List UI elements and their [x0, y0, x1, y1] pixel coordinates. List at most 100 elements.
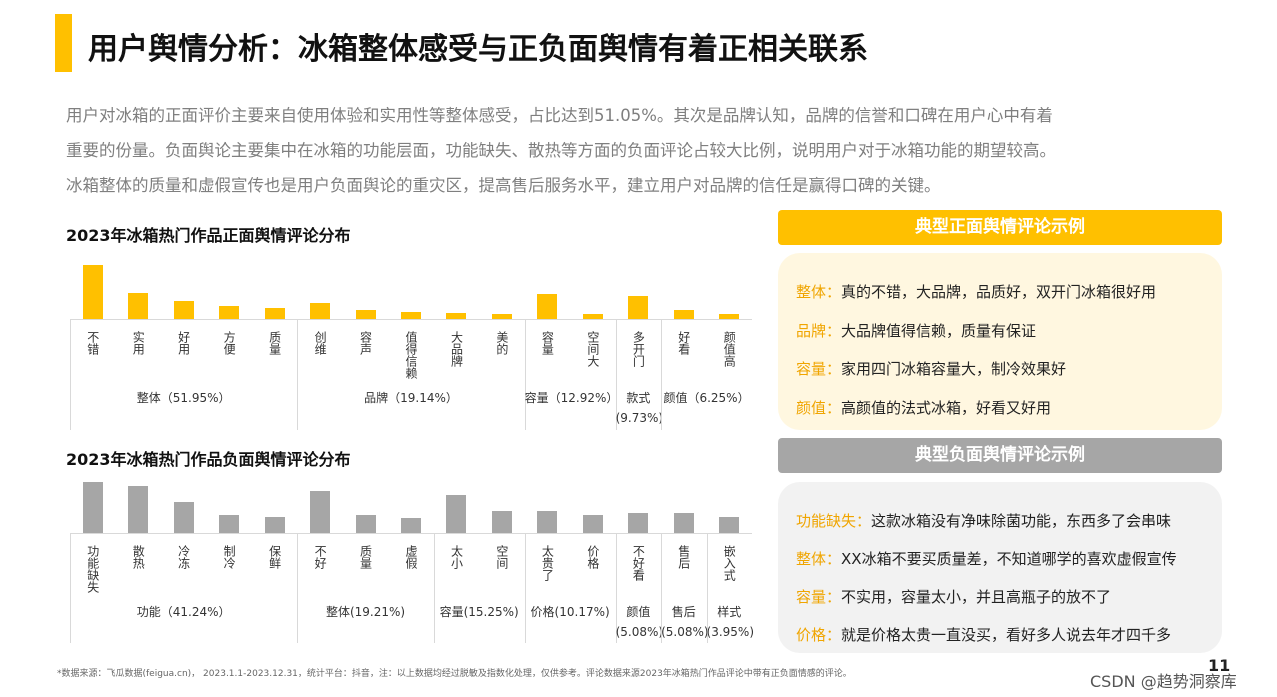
group-label: 款式	[626, 391, 651, 405]
chart-title: 2023年冰箱热门作品负面舆情评论分布	[66, 450, 351, 469]
category-label: 不好看	[631, 545, 646, 581]
example-key: 容量：	[796, 588, 842, 606]
group-divider	[297, 533, 299, 643]
category-label: 实用	[131, 331, 146, 355]
example-item: 价格：就是价格太贵一直没买，看好多人说去年才四千多	[796, 624, 1171, 645]
category-label: 好用	[176, 331, 191, 355]
bar	[719, 517, 740, 533]
category-label: 不好	[313, 545, 328, 569]
group-divider	[524, 319, 526, 430]
group-divider	[70, 533, 71, 643]
bar	[310, 491, 331, 533]
group-label: 颜值（6.25%）	[663, 391, 750, 405]
example-header: 典型正面舆情评论示例	[778, 210, 1222, 245]
bar	[82, 265, 103, 319]
example-key: 整体：	[796, 283, 842, 301]
example-key: 整体：	[796, 550, 842, 568]
category-label: 大品牌	[449, 331, 464, 367]
example-text: 不实用，容量太小，并且高瓶子的放不了	[841, 588, 1112, 606]
bar	[128, 293, 149, 319]
bar	[401, 518, 421, 533]
summary-line: 重要的份量。负面舆论主要集中在冰箱的功能层面，功能缺失、散热等方面的负面评论占较…	[66, 141, 1056, 160]
category-label: 方便	[222, 331, 237, 355]
bar	[673, 310, 694, 319]
group-divider	[706, 533, 708, 643]
group-divider	[661, 533, 663, 643]
group-divider	[524, 533, 526, 643]
example-text: 真的不错，大品牌，品质好，双开门冰箱很好用	[841, 283, 1157, 301]
category-label: 容声	[358, 331, 373, 355]
summary-line: 用户对冰箱的正面评价主要来自使用体验和实用性等整体感受，占比达到51.05%。其…	[66, 106, 1053, 125]
bar	[491, 511, 512, 533]
category-label: 散热	[131, 545, 146, 569]
example-key: 容量：	[796, 360, 842, 379]
category-label: 功能缺失	[85, 545, 100, 593]
example-item: 品牌：大品牌值得信赖，质量有保证	[796, 320, 1036, 341]
group-label: 样式	[717, 605, 742, 619]
title-bar	[55, 14, 72, 72]
example-item: 功能缺失：这款冰箱没有净味除菌功能，东西多了会串味	[796, 510, 1171, 531]
category-label: 嵌入式	[722, 545, 737, 581]
axis-line	[70, 319, 752, 320]
group-divider	[661, 319, 663, 430]
category-label: 质量	[358, 545, 373, 569]
group-label: 容量(15.25%)	[439, 605, 519, 619]
category-label: 美的	[494, 331, 509, 355]
watermark: CSDN @趋势洞察库	[1090, 672, 1237, 691]
example-item: 容量：家用四门冰箱容量大，制冷效果好	[796, 358, 1066, 379]
example-text: 就是价格太贵一直没买，看好多人说去年才四千多	[841, 626, 1172, 644]
example-key: 品牌：	[796, 321, 842, 340]
example-item: 容量：不实用，容量太小，并且高瓶子的放不了	[796, 586, 1111, 607]
category-label: 质量	[267, 331, 282, 355]
example-item: 颜值：高颜值的法式冰箱，好看又好用	[796, 397, 1051, 418]
bar	[491, 314, 512, 319]
bar	[219, 306, 240, 319]
footnote: *数据来源：飞瓜数据(feigua.cn)， 2023.1.1-2023.12.…	[57, 669, 852, 679]
group-label: (9.73%)	[615, 411, 664, 425]
bar	[628, 296, 649, 319]
example-text: 高颜值的法式冰箱，好看又好用	[841, 399, 1052, 418]
example-key: 功能缺失：	[796, 512, 872, 530]
bar	[446, 313, 467, 319]
bar	[446, 495, 467, 533]
group-label: (5.08%)	[615, 625, 664, 639]
bar	[355, 515, 376, 533]
example-item: 整体：真的不错，大品牌，品质好，双开门冰箱很好用	[796, 281, 1156, 302]
category-label: 空间大	[585, 331, 600, 367]
example-box: 功能缺失：这款冰箱没有净味除菌功能，东西多了会串味 整体：XX冰箱不要买质量差，不…	[778, 482, 1222, 653]
group-label: 价格(10.17%)	[530, 605, 610, 619]
category-label: 容量	[540, 331, 555, 355]
group-divider	[433, 533, 435, 643]
example-text: 大品牌值得信赖，质量有保证	[841, 321, 1037, 340]
group-label: 整体（51.95%）	[136, 391, 231, 405]
category-label: 价格	[585, 545, 600, 569]
example-text: 家用四门冰箱容量大，制冷效果好	[841, 360, 1067, 379]
group-label: (3.95%)	[706, 625, 755, 639]
category-label: 不错	[85, 331, 100, 355]
category-label: 售后	[676, 545, 691, 569]
group-divider	[615, 533, 617, 643]
bar	[719, 314, 740, 319]
example-item: 整体：XX冰箱不要买质量差，不知道哪学的喜欢虚假宣传	[796, 548, 1177, 569]
bar	[310, 303, 331, 319]
bar	[219, 515, 240, 533]
category-label: 多开门	[631, 331, 646, 367]
group-label: 颜值	[626, 605, 651, 619]
chart-title: 2023年冰箱热门作品正面舆情评论分布	[66, 226, 351, 245]
category-label: 太贵了	[540, 545, 555, 581]
group-label: 容量（12.92%）	[524, 391, 619, 405]
bar	[355, 310, 376, 319]
page-title: 用户舆情分析：冰箱整体感受与正负面舆情有着正相关联系	[88, 32, 868, 67]
example-box: 整体：真的不错，大品牌，品质好，双开门冰箱很好用 品牌：大品牌值得信赖，质量有保证…	[778, 253, 1222, 430]
group-label: 整体(19.21%)	[325, 605, 406, 619]
category-label: 冷冻	[176, 545, 191, 569]
category-label: 值得信赖	[404, 331, 418, 379]
bar	[173, 301, 194, 319]
bar	[82, 482, 103, 533]
category-label: 保鲜	[267, 545, 282, 569]
summary-line: 冰箱整体的质量和虚假宣传也是用户负面舆论的重灾区，提高售后服务水平，建立用户对品…	[66, 176, 941, 195]
example-header: 典型负面舆情评论示例	[778, 438, 1222, 473]
bar	[673, 513, 694, 533]
group-divider	[297, 319, 299, 430]
